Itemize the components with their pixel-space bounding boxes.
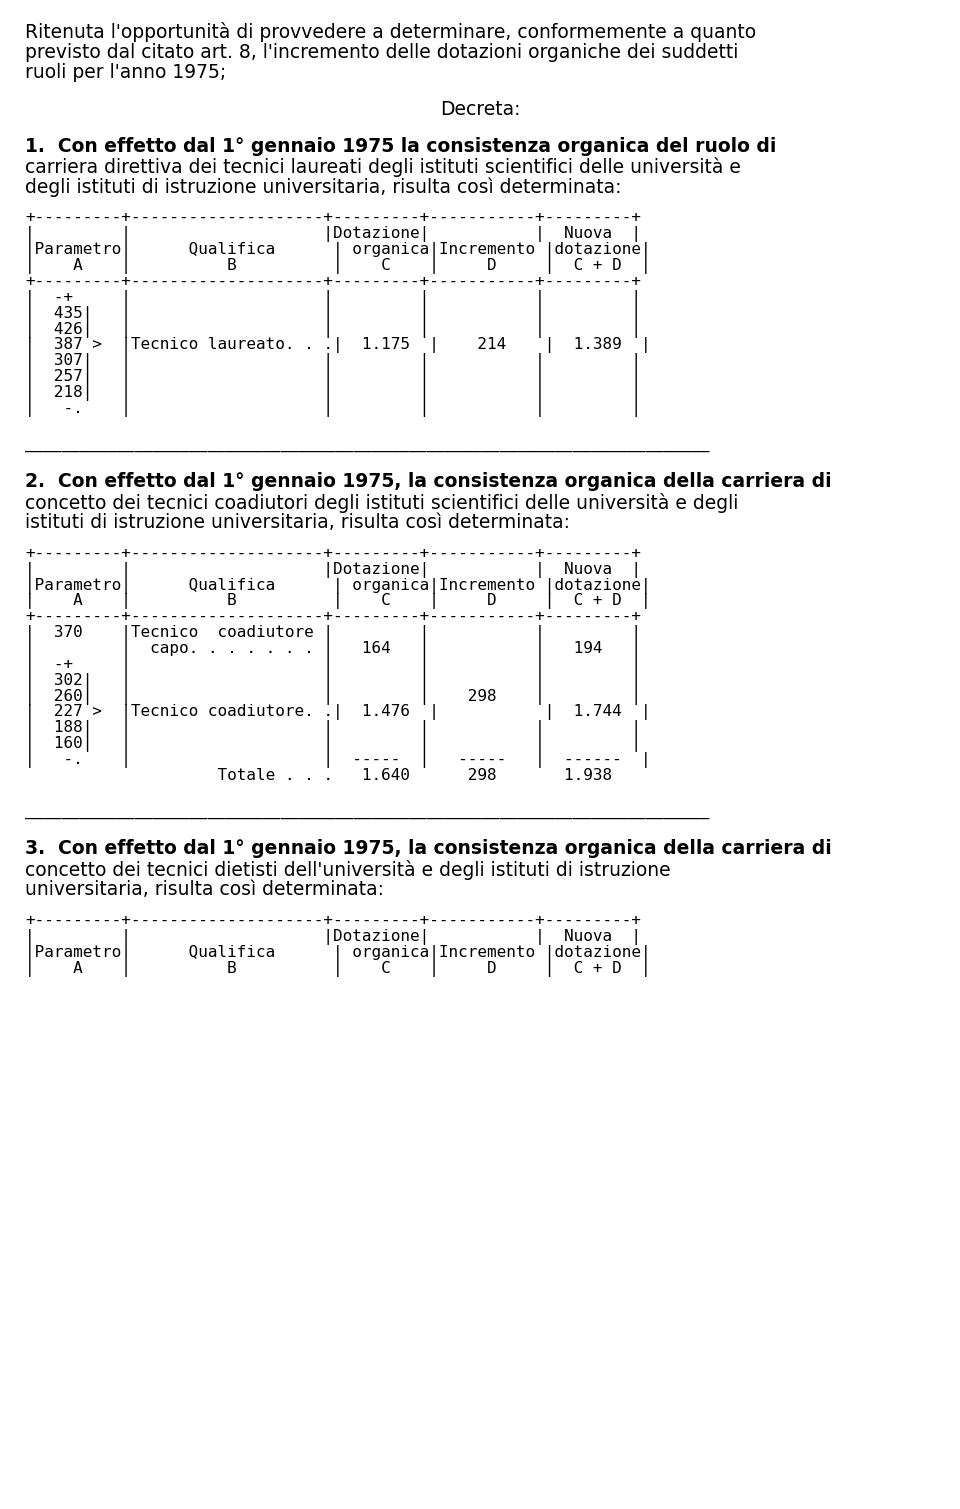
Text: ___________________________________________________________________________: ________________________________________… — [25, 804, 709, 819]
Text: |         |                    |Dotazione|           |  Nuova  |: | | |Dotazione| | Nuova | — [25, 226, 641, 243]
Text: +---------+--------------------+---------+-----------+---------+: +---------+--------------------+--------… — [25, 275, 641, 288]
Text: |  387 >  |Tecnico laureato. . .|  1.175  |    214    |  1.389  |: | 387 > |Tecnico laureato. . .| 1.175 | … — [25, 338, 651, 353]
Text: concetto dei tecnici coadiutori degli istituti scientifici delle università e de: concetto dei tecnici coadiutori degli is… — [25, 492, 738, 513]
Text: |  160|   |                    |         |           |         |: | 160| | | | | | — [25, 736, 641, 751]
Text: Ritenuta l'opportunità di provvedere a determinare, conformemente a quanto: Ritenuta l'opportunità di provvedere a d… — [25, 23, 756, 42]
Text: carriera direttiva dei tecnici laureati degli istituti scientifici delle univers: carriera direttiva dei tecnici laureati … — [25, 157, 741, 177]
Text: ruoli per l'anno 1975;: ruoli per l'anno 1975; — [25, 63, 227, 83]
Text: concetto dei tecnici dietisti dell'università e degli istituti di istruzione: concetto dei tecnici dietisti dell'unive… — [25, 860, 671, 880]
Text: universitaria, risulta così determinata:: universitaria, risulta così determinata: — [25, 880, 384, 899]
Text: |    A    |          B          |    C    |     D     |  C + D  |: | A | B | C | D | C + D | — [25, 961, 651, 976]
Text: |Parametro|      Qualifica      | organica|Incremento |dotazione|: |Parametro| Qualifica | organica|Increme… — [25, 945, 651, 961]
Text: |  435|   |                    |         |           |         |: | 435| | | | | | — [25, 306, 641, 321]
Text: |         |  capo. . . . . . . |   164   |           |   194   |: | | capo. . . . . . . | 164 | | 194 | — [25, 641, 641, 656]
Text: |   -.    |                    |         |           |         |: | -. | | | | | — [25, 401, 641, 416]
Text: +---------+--------------------+---------+-----------+---------+: +---------+--------------------+--------… — [25, 210, 641, 225]
Text: |  257|   |                    |         |           |         |: | 257| | | | | | — [25, 370, 641, 385]
Text: |         |                    |Dotazione|           |  Nuova  |: | | |Dotazione| | Nuova | — [25, 561, 641, 578]
Text: |    A    |          B          |    C    |     D     |  C + D  |: | A | B | C | D | C + D | — [25, 258, 651, 275]
Text: |  218|   |                    |         |           |         |: | 218| | | | | | — [25, 385, 641, 401]
Text: 1.  Con effetto dal 1° gennaio 1975 la consistenza organica del ruolo di: 1. Con effetto dal 1° gennaio 1975 la co… — [25, 136, 777, 155]
Text: |  260|   |                    |         |    298    |         |: | 260| | | | 298 | | — [25, 688, 641, 705]
Text: istituti di istruzione universitaria, risulta così determinata:: istituti di istruzione universitaria, ri… — [25, 513, 570, 533]
Text: |    A    |          B          |    C    |     D     |  C + D  |: | A | B | C | D | C + D | — [25, 593, 651, 610]
Text: +---------+--------------------+---------+-----------+---------+: +---------+--------------------+--------… — [25, 546, 641, 561]
Text: 3.  Con effetto dal 1° gennaio 1975, la consistenza organica della carriera di: 3. Con effetto dal 1° gennaio 1975, la c… — [25, 839, 831, 859]
Text: |  307|   |                    |         |           |         |: | 307| | | | | | — [25, 353, 641, 370]
Text: +---------+--------------------+---------+-----------+---------+: +---------+--------------------+--------… — [25, 913, 641, 928]
Text: |  -+     |                    |         |           |         |: | -+ | | | | | — [25, 290, 641, 306]
Text: |  -+     |                    |         |           |         |: | -+ | | | | | — [25, 656, 641, 673]
Text: degli istituti di istruzione universitaria, risulta così determinata:: degli istituti di istruzione universitar… — [25, 178, 621, 198]
Text: |   -.    |                    |  -----  |   -----   |  ------  |: | -. | | ----- | ----- | ------ | — [25, 751, 651, 768]
Text: |  227 >  |Tecnico coadiutore. .|  1.476  |           |  1.744  |: | 227 > |Tecnico coadiutore. .| 1.476 | … — [25, 705, 651, 720]
Text: |Parametro|      Qualifica      | organica|Incremento |dotazione|: |Parametro| Qualifica | organica|Increme… — [25, 241, 651, 258]
Text: +---------+--------------------+---------+-----------+---------+: +---------+--------------------+--------… — [25, 610, 641, 625]
Text: |         |                    |Dotazione|           |  Nuova  |: | | |Dotazione| | Nuova | — [25, 928, 641, 945]
Text: Decreta:: Decreta: — [440, 100, 520, 119]
Text: |  426|   |                    |         |           |         |: | 426| | | | | | — [25, 321, 641, 338]
Text: ___________________________________________________________________________: ________________________________________… — [25, 436, 709, 451]
Text: |  302|   |                    |         |           |         |: | 302| | | | | | — [25, 673, 641, 688]
Text: 2.  Con effetto dal 1° gennaio 1975, la consistenza organica della carriera di: 2. Con effetto dal 1° gennaio 1975, la c… — [25, 472, 831, 490]
Text: |  370    |Tecnico  coadiutore |         |           |         |: | 370 |Tecnico coadiutore | | | | — [25, 625, 641, 641]
Text: Totale . . .   1.640      298       1.938: Totale . . . 1.640 298 1.938 — [25, 768, 612, 783]
Text: previsto dal citato art. 8, l'incremento delle dotazioni organiche dei suddetti: previsto dal citato art. 8, l'incremento… — [25, 42, 738, 62]
Text: |  188|   |                    |         |           |         |: | 188| | | | | | — [25, 720, 641, 736]
Text: |Parametro|      Qualifica      | organica|Incremento |dotazione|: |Parametro| Qualifica | organica|Increme… — [25, 578, 651, 593]
